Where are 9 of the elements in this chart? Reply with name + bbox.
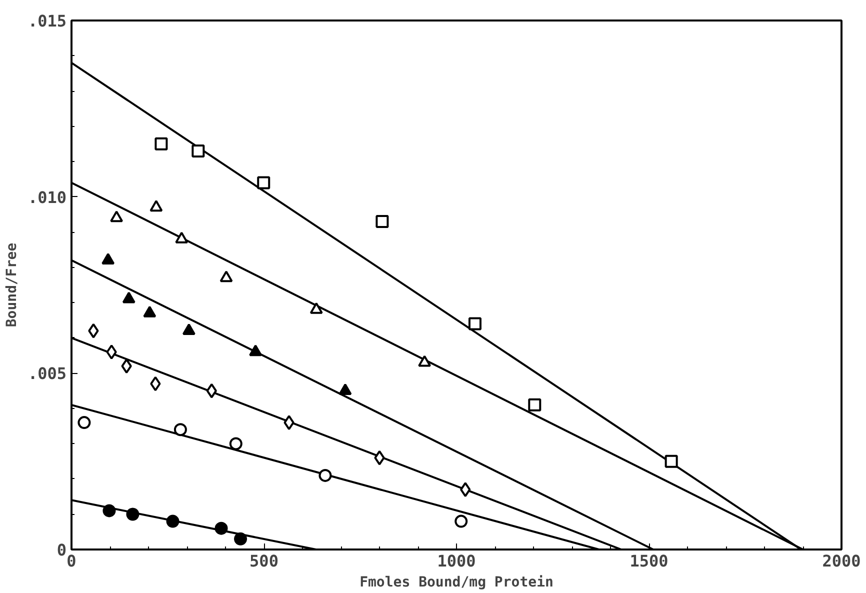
y-axis-title: Bound/Free — [4, 242, 20, 328]
x-tick-label: 1000 — [437, 552, 476, 570]
x-tick-label: 1500 — [630, 552, 668, 570]
x-axis-title: Fmoles Bound/mg Protein — [360, 574, 554, 590]
y-tick-label: .015 — [28, 12, 66, 30]
y-tick-label: .010 — [28, 188, 66, 207]
x-tick-label: 2000 — [822, 552, 861, 570]
y-tick-label: .005 — [28, 364, 66, 384]
x-tick-label: 500 — [250, 552, 278, 570]
